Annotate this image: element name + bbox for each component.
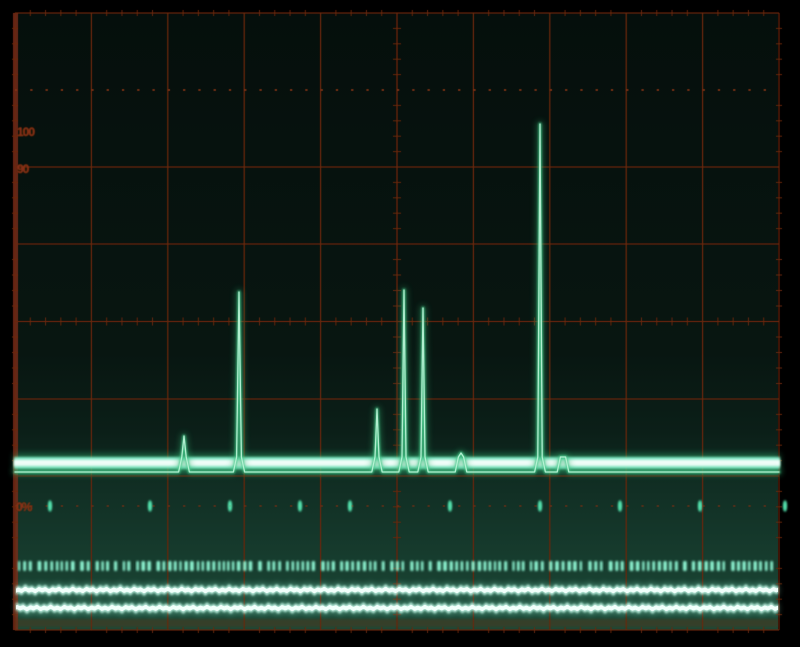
svg-text:0%: 0% — [16, 500, 33, 514]
svg-text:90: 90 — [17, 162, 30, 176]
svg-text:100: 100 — [17, 125, 35, 139]
